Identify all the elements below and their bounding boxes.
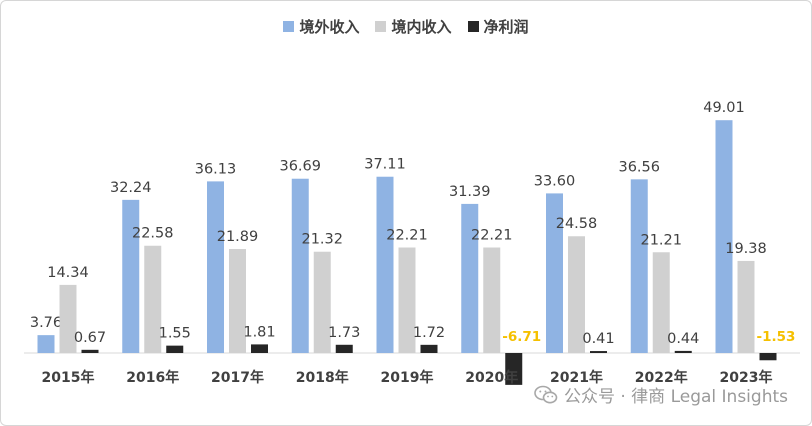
data-label: 22.58 bbox=[132, 226, 174, 242]
wechat-icon bbox=[534, 385, 558, 403]
data-label: 21.89 bbox=[217, 229, 259, 245]
legend-label: 境内收入 bbox=[391, 18, 452, 36]
bar-1 bbox=[291, 178, 309, 353]
data-label: 36.13 bbox=[195, 161, 237, 177]
data-label: 31.39 bbox=[449, 184, 491, 200]
x-tick-label: 2019年 bbox=[381, 369, 434, 386]
bar-3 bbox=[590, 351, 607, 353]
legend-item-2: 境内收入 bbox=[375, 16, 452, 37]
bar-2 bbox=[144, 245, 162, 353]
bar-1 bbox=[122, 199, 140, 353]
data-label: 32.24 bbox=[110, 180, 152, 196]
data-label: 1.55 bbox=[159, 326, 191, 342]
data-label: -6.71 bbox=[502, 329, 541, 345]
data-label: 22.21 bbox=[386, 228, 428, 244]
data-label: 1.72 bbox=[413, 325, 445, 341]
x-tick-label: 2023年 bbox=[720, 369, 773, 386]
bar-2 bbox=[313, 251, 331, 353]
bar-2 bbox=[568, 236, 585, 353]
data-label: 3.76 bbox=[30, 315, 62, 331]
bar-2 bbox=[59, 284, 77, 353]
data-label: 22.21 bbox=[471, 228, 513, 244]
x-tick-label: 2018年 bbox=[296, 369, 349, 386]
legend-item-3: 净利润 bbox=[467, 16, 529, 37]
data-label: 0.67 bbox=[74, 330, 106, 346]
data-label: 33.60 bbox=[534, 173, 576, 189]
data-label: 14.34 bbox=[47, 265, 89, 281]
data-label: 1.73 bbox=[328, 325, 360, 341]
bar-2 bbox=[398, 247, 416, 353]
data-label: 0.44 bbox=[667, 331, 699, 347]
bar-1 bbox=[37, 335, 55, 353]
data-label: 49.01 bbox=[703, 100, 745, 116]
bar-1 bbox=[546, 193, 563, 353]
bar-2 bbox=[652, 252, 670, 353]
bar-1 bbox=[630, 179, 648, 353]
bar-2 bbox=[229, 249, 246, 353]
data-label: -1.53 bbox=[757, 329, 796, 345]
bar-3 bbox=[420, 344, 438, 353]
bar-3 bbox=[759, 353, 777, 361]
legend-item-1: 境外收入 bbox=[283, 16, 359, 37]
bar-2 bbox=[483, 247, 501, 353]
bar-3 bbox=[674, 350, 692, 353]
data-label: 36.56 bbox=[618, 159, 660, 175]
bar-2 bbox=[737, 260, 755, 353]
data-label: 21.32 bbox=[301, 232, 343, 248]
legend-swatch bbox=[375, 21, 387, 32]
data-label: 36.69 bbox=[279, 159, 321, 175]
bar-3 bbox=[81, 349, 99, 353]
bar-3 bbox=[505, 353, 523, 385]
data-label: 19.38 bbox=[725, 241, 767, 257]
x-tick-label: 2015年 bbox=[42, 369, 95, 386]
data-label: 24.58 bbox=[556, 216, 598, 232]
x-tick-label: 2020年 bbox=[465, 369, 518, 386]
bar-3 bbox=[166, 345, 184, 353]
bar-3 bbox=[335, 344, 353, 353]
data-label: 1.81 bbox=[243, 324, 275, 340]
legend-swatch bbox=[467, 21, 479, 32]
data-label: 37.11 bbox=[364, 157, 406, 173]
watermark-text: 公众号 · 律商 Legal Insights bbox=[563, 387, 788, 407]
bar-1 bbox=[376, 176, 394, 353]
x-tick-label: 2021年 bbox=[550, 369, 603, 386]
legend-swatch bbox=[283, 21, 295, 32]
bar-1 bbox=[461, 203, 479, 353]
chart-legend: 境外收入 境内收入 净利润 bbox=[0, 16, 812, 37]
legend-label: 境外收入 bbox=[299, 18, 360, 36]
bar-3 bbox=[251, 344, 268, 353]
data-label: 21.21 bbox=[640, 232, 682, 248]
x-tick-label: 2016年 bbox=[126, 369, 179, 386]
legend-label: 净利润 bbox=[483, 18, 529, 36]
data-label: 0.41 bbox=[582, 331, 614, 347]
x-tick-label: 2017年 bbox=[211, 369, 264, 386]
watermark: 公众号 · 律商 Legal Insights bbox=[534, 382, 788, 407]
x-tick-label: 2022年 bbox=[635, 369, 688, 386]
bar-1 bbox=[207, 181, 224, 353]
bar-1 bbox=[715, 120, 733, 353]
